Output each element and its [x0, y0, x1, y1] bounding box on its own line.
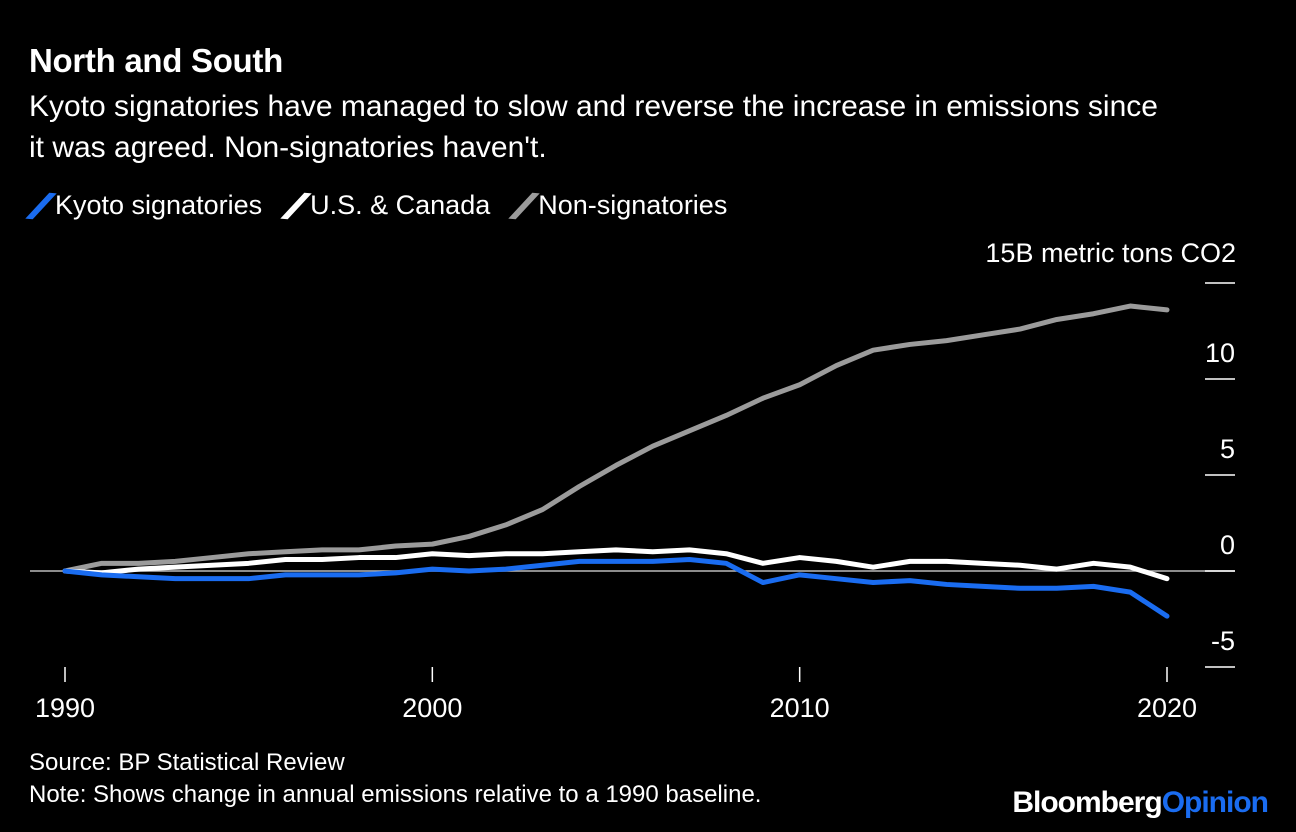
y-tick-label: -5 [1211, 626, 1235, 656]
x-tick-label: 1990 [35, 693, 95, 723]
y-tick-label: 10 [1205, 338, 1235, 368]
x-tick-label: 2010 [770, 693, 830, 723]
y-tick-label: 0 [1220, 530, 1235, 560]
legend-item-kyoto: Kyoto signatories [25, 190, 263, 221]
series-line-kyoto-signatories [62, 556, 1170, 619]
legend-label: U.S. & Canada [310, 190, 491, 220]
x-tick-label: 2000 [402, 693, 462, 723]
y-tick-label: 5 [1220, 434, 1235, 464]
legend: Kyoto signatories U.S. & Canada Non-sign… [25, 190, 728, 221]
legend-item-non-signatories: Non-signatories [508, 190, 728, 221]
x-tick-label: 2020 [1137, 693, 1197, 723]
footnote: Note: Shows change in annual emissions r… [29, 781, 762, 808]
legend-label: Non-signatories [538, 190, 728, 220]
series-line-non-signatories [62, 303, 1170, 574]
legend-item-us-canada: U.S. & Canada [280, 190, 491, 221]
source-note: Source: BP Statistical Review [29, 749, 345, 776]
legend-label: Kyoto signatories [55, 190, 263, 220]
bloomberg-opinion-logo: BloombergOpinion [1012, 786, 1269, 819]
series-line-u-s-canada [62, 547, 1170, 582]
y-axis-unit-label: 15B metric tons CO2 [985, 238, 1236, 268]
chart-title: North and South [29, 42, 283, 79]
chart-subtitle: Kyoto signatories have managed to slow a… [29, 90, 1158, 164]
